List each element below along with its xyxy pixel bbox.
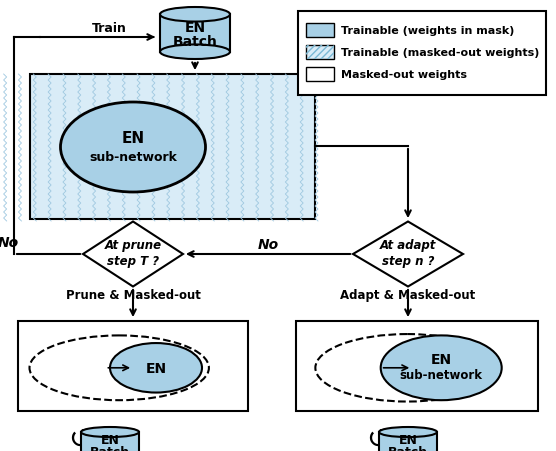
- Text: EN: EN: [399, 433, 418, 446]
- Text: At adapt: At adapt: [380, 239, 436, 252]
- Text: Batch: Batch: [90, 446, 130, 451]
- Text: step n ?: step n ?: [382, 255, 434, 268]
- Ellipse shape: [160, 8, 230, 23]
- Bar: [30, 75, 315, 220]
- Polygon shape: [353, 222, 463, 287]
- Text: Trainable (weights in mask): Trainable (weights in mask): [341, 26, 514, 36]
- Text: sub-network: sub-network: [89, 151, 177, 164]
- Bar: [160, 15, 230, 53]
- Text: EN: EN: [121, 131, 145, 146]
- Text: Batch: Batch: [388, 446, 428, 451]
- Ellipse shape: [110, 343, 202, 393]
- Text: Batch: Batch: [172, 35, 217, 49]
- Polygon shape: [83, 222, 183, 287]
- Ellipse shape: [315, 334, 499, 402]
- Bar: [298, 12, 546, 96]
- Bar: [379, 432, 437, 451]
- Ellipse shape: [379, 427, 437, 437]
- Text: At prune: At prune: [105, 239, 162, 252]
- Text: Train: Train: [92, 23, 126, 36]
- Bar: [18, 321, 248, 411]
- Text: EN: EN: [185, 21, 206, 35]
- Text: Trainable (masked-out weights): Trainable (masked-out weights): [341, 48, 539, 58]
- Ellipse shape: [381, 336, 502, 400]
- Text: Prune & Masked-out: Prune & Masked-out: [66, 289, 200, 302]
- Text: ↺: ↺: [366, 425, 390, 451]
- Bar: [306, 46, 334, 60]
- Text: ↺: ↺: [68, 425, 92, 451]
- Bar: [296, 321, 538, 411]
- Text: EN: EN: [101, 433, 120, 446]
- Text: step T ?: step T ?: [107, 255, 159, 268]
- Bar: [306, 46, 334, 60]
- Ellipse shape: [160, 46, 230, 60]
- Bar: [306, 24, 334, 38]
- Text: Adapt & Masked-out: Adapt & Masked-out: [340, 289, 475, 302]
- Bar: [81, 432, 139, 451]
- Text: EN: EN: [431, 352, 452, 366]
- Bar: [306, 68, 334, 82]
- Text: No: No: [257, 238, 279, 252]
- Text: EN: EN: [146, 361, 167, 375]
- Text: No: No: [0, 235, 18, 249]
- Ellipse shape: [81, 427, 139, 437]
- Text: sub-network: sub-network: [400, 368, 483, 382]
- Text: Masked-out weights: Masked-out weights: [341, 70, 467, 80]
- Ellipse shape: [61, 103, 206, 193]
- Ellipse shape: [29, 336, 209, 400]
